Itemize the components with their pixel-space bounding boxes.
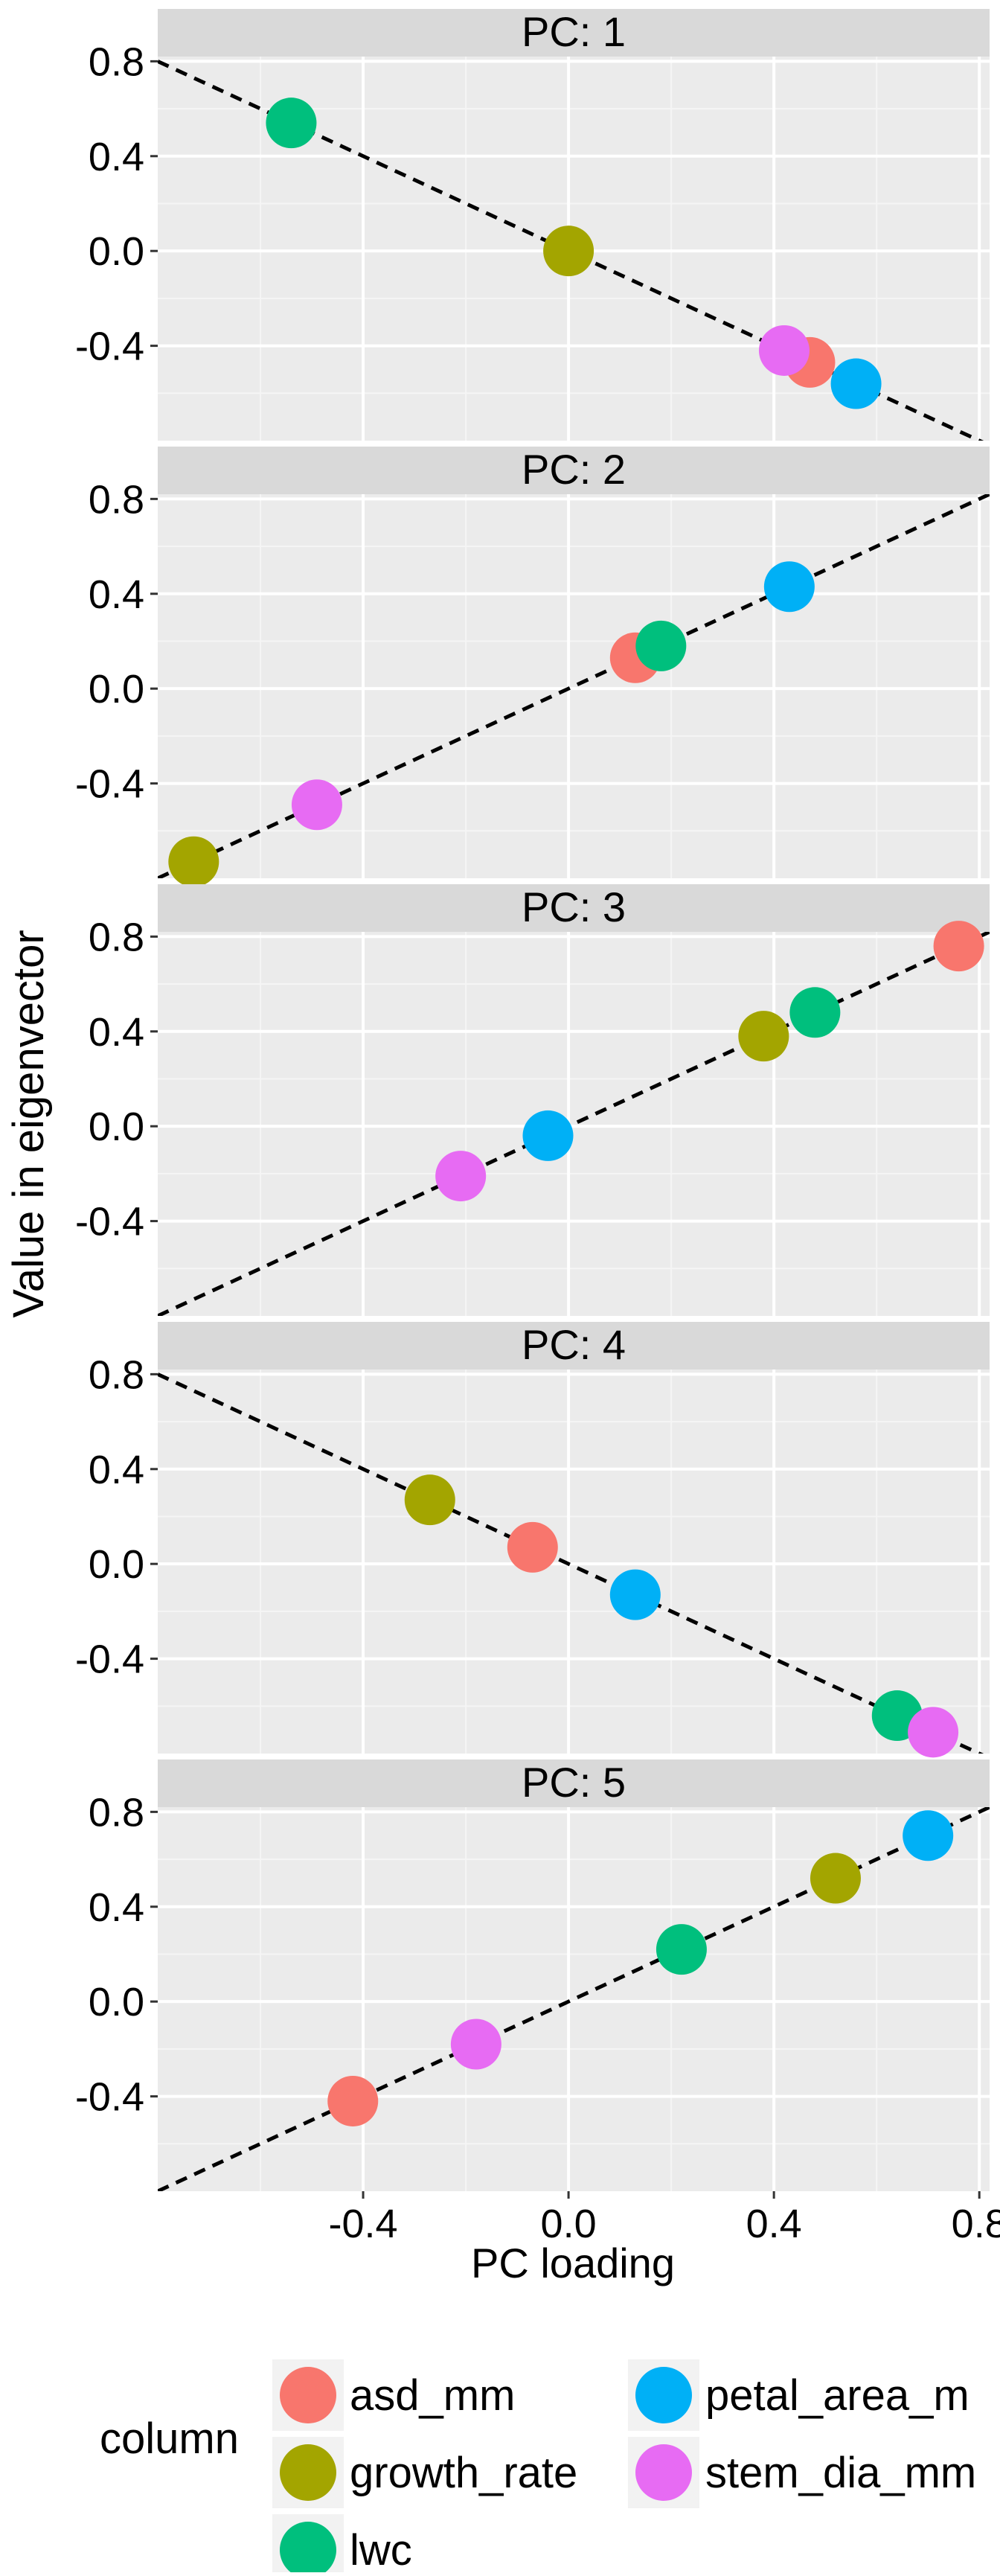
y-tick-label: 0.4 xyxy=(89,1010,144,1055)
y-tick-label: 0.4 xyxy=(89,572,144,617)
point-petal-area-mm xyxy=(830,358,882,409)
panel-background xyxy=(158,1370,990,1754)
y-tick-label: -0.4 xyxy=(75,762,144,807)
point-stem-dia-mm xyxy=(435,1151,487,1202)
panels-layer: PC: 10.80.40.0-0.4PC: 20.80.40.0-0.4PC: … xyxy=(75,8,990,2191)
legend-swatch xyxy=(280,2444,336,2501)
panel-title: PC: 2 xyxy=(522,446,626,493)
point-stem-dia-mm xyxy=(908,1707,959,1758)
y-tick-label: 0.0 xyxy=(89,1542,144,1587)
y-tick-label: 0.0 xyxy=(89,229,144,274)
point-lwc xyxy=(656,1924,707,1975)
point-growth-rate xyxy=(738,1011,789,1062)
legend-label: petal_area_m xyxy=(705,2371,969,2420)
y-tick-label: -0.4 xyxy=(75,1200,144,1244)
point-lwc xyxy=(266,98,317,149)
y-tick-label: 0.8 xyxy=(89,39,144,84)
panel-grid xyxy=(158,1370,990,1754)
dashed-fit-line xyxy=(158,1372,984,1754)
panel-grid xyxy=(158,1807,990,2191)
point-growth-rate xyxy=(168,836,219,887)
dashed-fit-line xyxy=(158,494,990,878)
panel-grid xyxy=(158,932,990,1316)
y-tick-label: 0.4 xyxy=(89,1885,144,1930)
legend-swatch xyxy=(635,2444,692,2501)
fit-line-group xyxy=(158,494,990,878)
legend-item-asd-mm: asd_mm xyxy=(272,2359,515,2431)
point-growth-rate xyxy=(404,1474,455,1526)
point-stem-dia-mm xyxy=(291,779,342,831)
legend-title: column xyxy=(100,2414,239,2463)
legend-item-growth-rate: growth_rate xyxy=(272,2437,577,2508)
x-tick-label: 0.4 xyxy=(746,2202,802,2246)
legend-label: asd_mm xyxy=(350,2371,515,2420)
y-tick-label: 0.8 xyxy=(89,915,144,959)
x-axis-title: PC loading xyxy=(471,2240,675,2286)
point-asd-mm xyxy=(327,2075,379,2126)
y-tick-label: -0.4 xyxy=(75,1637,144,1682)
point-petal-area-mm xyxy=(522,1110,574,1161)
panel-pc-1: PC: 1 0.8 0.4 0.0 -0.4 xyxy=(75,8,990,441)
point-petal-area-mm xyxy=(763,561,815,613)
y-tick-label: -0.4 xyxy=(75,2075,144,2120)
panel-pc-2: PC: 2 0.8 0.4 0.0 -0.4 xyxy=(75,446,990,887)
y-tick-label: 0.4 xyxy=(89,1448,144,1492)
point-growth-rate xyxy=(543,226,594,277)
fit-line-group xyxy=(158,932,990,1316)
point-petal-area-mm xyxy=(903,1810,954,1861)
panel-pc-4: PC: 4 0.8 0.4 0.0 -0.4 xyxy=(75,1321,990,1758)
panel-grid xyxy=(158,494,990,878)
panel-grid xyxy=(158,57,990,441)
legend-swatch xyxy=(280,2367,336,2423)
panel-strip xyxy=(158,1760,990,1807)
point-lwc xyxy=(789,987,841,1038)
panel-strip xyxy=(158,1322,990,1370)
legend-label: stem_dia_mm xyxy=(705,2449,976,2497)
panel-pc-3: PC: 3 0.8 0.4 0.0 -0.4 xyxy=(75,883,990,1316)
panel-title: PC: 3 xyxy=(522,883,626,930)
y-tick-label: 0.8 xyxy=(89,1352,144,1397)
legend-swatch xyxy=(635,2367,692,2423)
y-tick-label: 0.8 xyxy=(89,477,144,522)
legend-item-lwc: lwc xyxy=(272,2514,412,2576)
point-stem-dia-mm xyxy=(450,2019,501,2070)
x-tick-label: 0.0 xyxy=(541,2202,597,2246)
point-lwc xyxy=(635,620,687,671)
y-tick-label: 0.0 xyxy=(89,667,144,712)
y-axis-title: Value in eigenvector xyxy=(4,930,53,1317)
y-tick-label: 0.0 xyxy=(89,1105,144,1149)
y-tick-label: 0.4 xyxy=(89,135,144,179)
panel-strip xyxy=(158,884,990,932)
panel-strip xyxy=(158,447,990,494)
y-tick-label: -0.4 xyxy=(75,325,144,369)
panel-pc-5: PC: 5 0.8 0.4 0.0 -0.4 xyxy=(75,1759,990,2191)
x-tick-label: -0.4 xyxy=(329,2202,398,2246)
y-tick-label: 0.0 xyxy=(89,1980,144,2024)
legend-item-petal-area-mm: petal_area_m xyxy=(628,2359,969,2431)
fit-line-group xyxy=(158,1372,984,1754)
legend-swatch xyxy=(280,2522,336,2576)
dashed-fit-line xyxy=(158,932,990,1316)
legend-label: growth_rate xyxy=(350,2449,577,2497)
panel-title: PC: 5 xyxy=(522,1759,626,1806)
point-asd-mm xyxy=(933,921,984,972)
x-axis: -0.4 0.0 0.4 0.8 xyxy=(329,2191,1000,2246)
x-tick-label: 0.8 xyxy=(952,2202,1000,2246)
point-stem-dia-mm xyxy=(758,325,810,376)
legend-label: lwc xyxy=(350,2526,412,2572)
point-growth-rate xyxy=(810,1853,861,1904)
panel-background xyxy=(158,1807,990,2191)
y-tick-label: 0.8 xyxy=(89,1790,144,1835)
point-petal-area-mm xyxy=(609,1569,661,1620)
panel-title: PC: 4 xyxy=(522,1321,626,1368)
panel-title: PC: 1 xyxy=(522,8,626,55)
legend-item-stem-dia-mm: stem_dia_mm xyxy=(628,2437,976,2508)
panel-strip xyxy=(158,9,990,57)
point-asd-mm xyxy=(507,1521,558,1573)
